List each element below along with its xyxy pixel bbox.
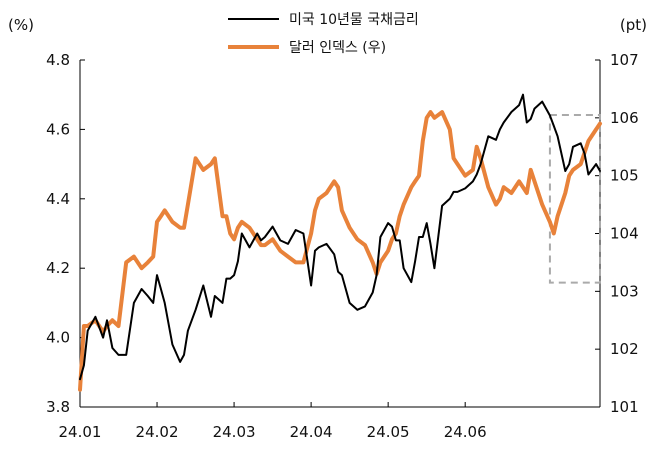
right-tick-label: 103 [610, 282, 639, 300]
left-tick-label: 4.4 [46, 190, 70, 208]
left-tick-label: 4.8 [46, 51, 70, 69]
legend-label-us-10y-yield: 미국 10년물 국채금리 [289, 12, 419, 28]
series-layer [78, 93, 602, 392]
axes [79, 60, 601, 408]
legend: 미국 10년물 국채금리 달러 인덱스 (우) [228, 12, 419, 56]
series-us-10y-yield-line [79, 93, 601, 381]
left-axis-unit-group: (%) [8, 16, 34, 34]
right-axis-unit: (pt) [620, 16, 647, 34]
left-tick-label: 4.2 [46, 259, 70, 277]
right-tick-label: 105 [610, 167, 639, 185]
right-tick-label: 101 [610, 398, 639, 416]
left-tick-label: 4.0 [46, 329, 70, 347]
right-axis-ticks: 107 106 105 104 103 102 101 [595, 51, 639, 416]
right-tick-label: 104 [610, 225, 639, 243]
left-tick-label: 4.6 [46, 120, 70, 138]
right-tick-label: 107 [610, 51, 639, 69]
x-tick-label: 24.03 [213, 423, 256, 441]
left-axis-ticks: 4.8 4.6 4.4 4.2 4.0 3.8 [46, 51, 85, 416]
right-tick-label: 102 [610, 340, 639, 358]
left-axis-unit: (%) [8, 16, 34, 34]
right-axis-unit-group: (pt) [620, 16, 647, 34]
x-tick-label: 24.05 [367, 423, 410, 441]
legend-label-dollar-index: 달러 인덱스 (우) [289, 40, 386, 56]
right-tick-label: 106 [610, 109, 639, 127]
series-dollar-index-line [78, 110, 602, 392]
left-tick-label: 3.8 [46, 398, 70, 416]
x-tick-label: 24.06 [444, 423, 487, 441]
x-tick-label: 24.02 [136, 423, 179, 441]
x-tick-label: 24.01 [59, 423, 102, 441]
x-tick-label: 24.04 [290, 423, 333, 441]
highlight-box-group [548, 113, 601, 284]
x-axis-ticks: 24.01 24.02 24.03 24.04 24.05 24.06 [59, 402, 487, 441]
highlight-box [548, 113, 601, 284]
